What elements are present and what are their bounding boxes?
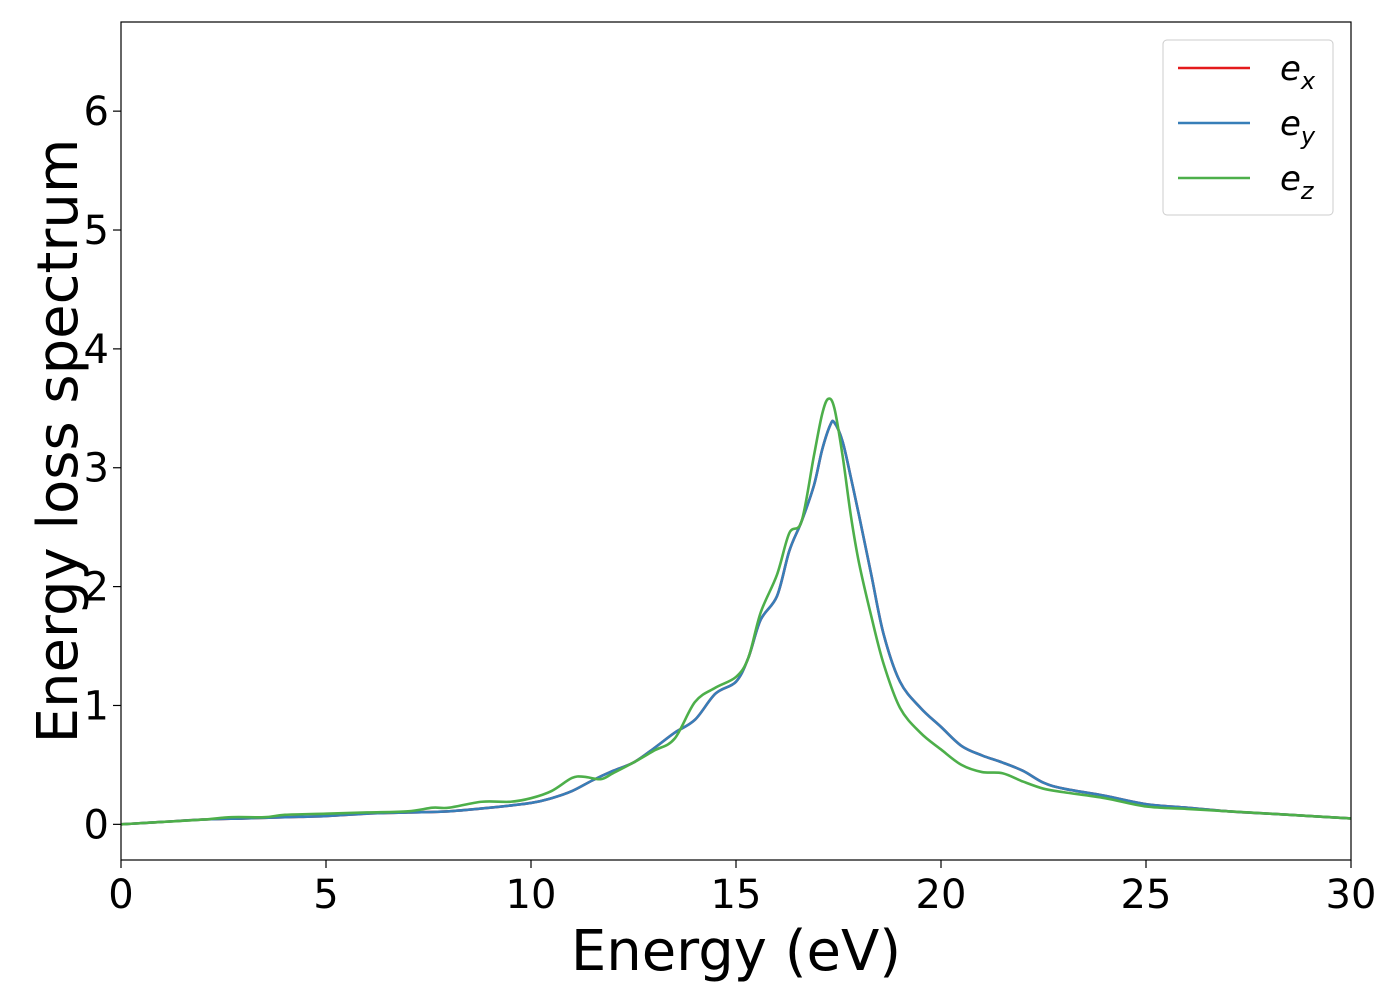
y-tick-label: 2 (84, 565, 109, 611)
legend-label-base: e (1280, 159, 1301, 199)
series-line-x (121, 419, 1351, 826)
x-tick-label: 5 (313, 872, 338, 918)
y-tick-label: 4 (84, 327, 109, 373)
legend-label-sub: y (1300, 122, 1316, 150)
x-axis-title: Energy (eV) (571, 919, 901, 984)
y-axis-title: Energy loss spectrum (26, 139, 91, 744)
x-tick-label: 30 (1326, 872, 1377, 918)
legend-label-base: e (1280, 104, 1301, 144)
legend-box (1162, 39, 1334, 216)
x-tick-label: 25 (1121, 872, 1172, 918)
legend-label-base: e (1280, 49, 1301, 89)
legend-label-z: ez (1280, 159, 1315, 205)
y-tick-label: 5 (84, 208, 109, 254)
x-tick-label: 20 (916, 872, 967, 918)
legend-label-sub: z (1300, 177, 1315, 205)
y-tick-label: 1 (84, 683, 109, 729)
legend-label-y: ey (1280, 104, 1316, 150)
series-line-z (121, 397, 1351, 826)
y-tick-label: 6 (84, 89, 109, 135)
series-line-y (121, 419, 1351, 826)
y-tick-label: 0 (84, 802, 109, 848)
legend-label-x: ex (1280, 49, 1316, 95)
x-axis: 0 5 10 15 20 25 30 (108, 860, 1376, 918)
y-axis: 0 1 2 3 4 5 6 (84, 89, 121, 848)
x-tick-label: 0 (108, 872, 133, 918)
x-tick-label: 15 (711, 872, 762, 918)
x-tick-label: 10 (506, 872, 557, 918)
legend-label-sub: x (1300, 67, 1316, 95)
series-layer (121, 397, 1351, 826)
y-tick-label: 3 (84, 446, 109, 492)
